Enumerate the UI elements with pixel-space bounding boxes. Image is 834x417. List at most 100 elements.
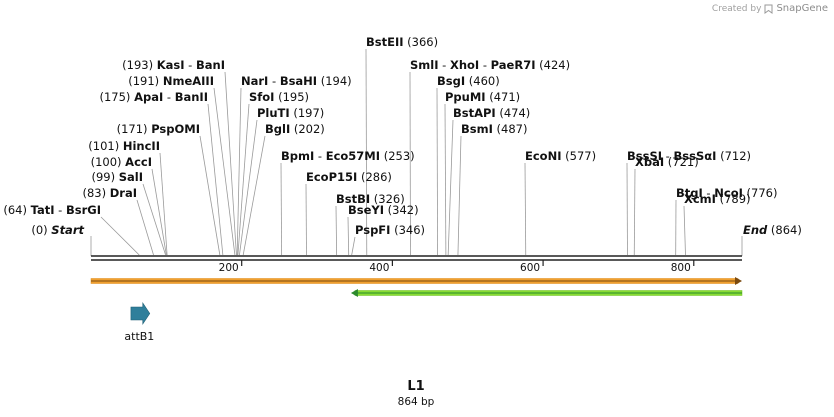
enzyme-label[interactable]: BtgI - NcoI (776) — [676, 186, 777, 200]
enzyme-label[interactable]: (101) HincII — [88, 139, 160, 153]
site-label-bseyi[interactable]: BseYI (342) — [348, 203, 419, 217]
enzyme-label[interactable]: PpuMI (471) — [445, 90, 520, 104]
enzyme-label[interactable]: (83) DraI — [82, 186, 137, 200]
axis-tick-label: 200 — [219, 262, 239, 274]
enzyme-label[interactable]: PspFI (346) — [355, 223, 425, 237]
enzyme-label[interactable]: (193) KasI - BanI — [122, 58, 225, 72]
feature-attb1[interactable]: attB1 — [124, 302, 154, 343]
site-stem — [351, 236, 356, 256]
site-position: (195) — [274, 90, 309, 104]
enzyme-label[interactable]: (175) ApaI - BanII — [99, 90, 208, 104]
enzyme-label[interactable]: EcoP15I (286) — [306, 170, 392, 184]
site-position: (474) — [496, 106, 531, 120]
site-label-nari[interactable]: NarI - BsaHI (194) — [241, 74, 352, 88]
credit-brand: SnapGene — [776, 3, 828, 14]
backbone: 200 400 600 800 — [91, 255, 742, 274]
site-stem — [436, 87, 438, 256]
enzyme-label[interactable]: EcoNI (577) — [525, 149, 596, 163]
enzyme-label[interactable]: (64) TatI - BsrGI — [3, 203, 101, 217]
site-label-sali[interactable]: (99) SalI — [91, 170, 143, 184]
site-position: (460) — [465, 74, 500, 88]
reverse-track[interactable] — [350, 289, 743, 297]
site-stem — [365, 48, 368, 256]
enzyme-label[interactable]: BsgI (460) — [437, 74, 500, 88]
site-position: (171) — [117, 122, 152, 136]
forward-track[interactable] — [90, 277, 742, 285]
enzyme-label[interactable]: BpmI - Eco57MI (253) — [281, 149, 415, 163]
site-position: (175) — [99, 90, 134, 104]
site-label-bsgi[interactable]: BsgI (460) — [437, 74, 500, 88]
site-position: (64) — [3, 203, 30, 217]
sequence-name: L1 — [407, 379, 424, 394]
site-label-bstbi[interactable]: BstBI (326) — [336, 192, 405, 206]
site-label-hincii[interactable]: (101) HincII — [88, 139, 160, 153]
site-label-pspomi[interactable]: (171) PspOMI — [117, 122, 200, 136]
site-label-ecop15i[interactable]: EcoP15I (286) — [306, 170, 392, 184]
site-position: (721) — [664, 155, 699, 169]
feature-arrow[interactable] — [130, 302, 151, 325]
site-label-ppumi[interactable]: PpuMI (471) — [445, 90, 520, 104]
enzyme-label[interactable]: BseYI (342) — [348, 203, 419, 217]
enzyme-name: PluTI — [257, 106, 290, 120]
site-stem — [142, 183, 166, 256]
site-label-bgli[interactable]: BglI (202) — [265, 122, 325, 136]
site-position: (577) — [561, 149, 596, 163]
name-separator: - — [662, 149, 673, 163]
enzyme-label[interactable]: SmlI - XhoI - PaeR7I (424) — [410, 58, 570, 72]
enzyme-name: XcmI — [684, 192, 716, 206]
enzyme-name: BstBI — [336, 192, 370, 206]
enzyme-name: EcoP15I — [306, 170, 357, 184]
name-separator: - — [268, 74, 279, 88]
site-stem — [347, 216, 350, 256]
site-position: (194) — [317, 74, 352, 88]
site-label-xbai[interactable]: XbaI (721) — [635, 155, 699, 169]
enzyme-label[interactable]: SfoI (195) — [249, 90, 309, 104]
enzyme-label[interactable]: (191) NmeAIII — [128, 74, 214, 88]
enzyme-label[interactable]: XbaI (721) — [635, 155, 699, 169]
enzyme-label[interactable]: BssSI - BssSαI (712) — [627, 149, 751, 163]
enzyme-name: BssSI — [627, 149, 662, 163]
site-label-bsmi[interactable]: BsmI (487) — [461, 122, 527, 136]
site-position: (100) — [91, 155, 126, 169]
enzyme-name: Eco57MI — [326, 149, 380, 163]
features: attB1 — [124, 302, 154, 343]
site-label-pspfi[interactable]: PspFI (346) — [355, 223, 425, 237]
site-label-tati[interactable]: (64) TatI - BsrGI — [3, 203, 101, 217]
enzyme-label[interactable]: NarI - BsaHI (194) — [241, 74, 352, 88]
enzyme-label[interactable]: PluTI (197) — [257, 106, 324, 120]
enzyme-label[interactable]: (171) PspOMI — [117, 122, 200, 136]
site-label-smli[interactable]: SmlI - XhoI - PaeR7I (424) — [410, 58, 570, 72]
site-label-pluti[interactable]: PluTI (197) — [257, 106, 324, 120]
enzyme-label[interactable]: (100) AccI — [91, 155, 152, 169]
enzyme-label[interactable]: XcmI (789) — [684, 192, 751, 206]
enzyme-name: NmeAIII — [163, 74, 214, 88]
enzyme-label[interactable]: (99) SalI — [91, 170, 143, 184]
enzyme-label[interactable]: BsmI (487) — [461, 122, 527, 136]
site-stem — [242, 135, 266, 256]
end-label: End (864) — [743, 223, 802, 237]
site-label-drai[interactable]: (83) DraI — [82, 186, 137, 200]
enzyme-label[interactable]: BstBI (326) — [336, 192, 405, 206]
site-label-xcmi[interactable]: XcmI (789) — [684, 192, 751, 206]
site-labels: (64) TatI - BsrGI (83) DraI (99) SalI(100)… — [3, 35, 802, 237]
site-label-bsteii[interactable]: BstEII (366) — [366, 35, 438, 49]
site-label-bpmi[interactable]: BpmI - Eco57MI (253) — [281, 149, 415, 163]
site-label-bsssi[interactable]: BssSI - BssSαI (712) — [627, 149, 751, 163]
site-stem — [136, 199, 154, 256]
site-label-acci[interactable]: (100) AccI — [91, 155, 152, 169]
site-stem — [199, 135, 221, 256]
enzyme-name: BssSαI — [674, 149, 717, 163]
enzyme-label[interactable]: BglI (202) — [265, 122, 325, 136]
site-label-econi[interactable]: EcoNI (577) — [525, 149, 596, 163]
site-label-bstapi[interactable]: BstAPI (474) — [453, 106, 530, 120]
enzyme-name: PpuMI — [445, 90, 486, 104]
site-label-btgi[interactable]: BtgI - NcoI (776) — [676, 186, 777, 200]
site-label-nmeaiii[interactable]: (191) NmeAIII — [128, 74, 214, 88]
site-label-sfoi[interactable]: SfoI (195) — [249, 90, 309, 104]
site-label-kasi[interactable]: (193) KasI - BanI — [122, 58, 225, 72]
site-label-apai[interactable]: (175) ApaI - BanII — [99, 90, 208, 104]
enzyme-label[interactable]: BstEII (366) — [366, 35, 438, 49]
enzyme-label[interactable]: BstAPI (474) — [453, 106, 530, 120]
forward-arrowhead — [735, 277, 742, 285]
